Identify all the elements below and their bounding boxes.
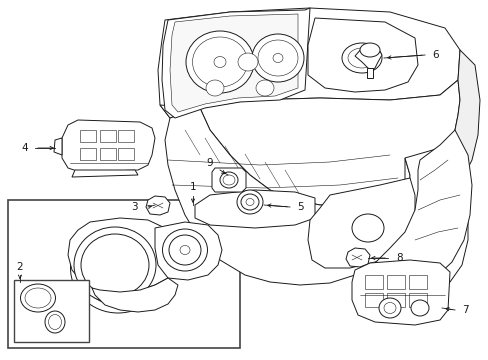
Ellipse shape [162,229,207,271]
Ellipse shape [81,234,149,296]
Ellipse shape [107,258,129,278]
Ellipse shape [74,227,156,303]
Polygon shape [72,170,138,177]
Polygon shape [449,50,479,180]
Ellipse shape [214,57,225,68]
Ellipse shape [192,37,247,87]
Text: 2: 2 [17,262,23,272]
Ellipse shape [205,80,224,96]
Text: 6: 6 [431,50,438,60]
Bar [80,130,96,142]
Bar [408,275,426,289]
Polygon shape [155,222,222,280]
Ellipse shape [223,175,235,185]
Ellipse shape [169,235,201,265]
Bar [364,275,382,289]
Bar [386,293,404,307]
Ellipse shape [185,31,253,93]
Polygon shape [158,8,459,118]
Text: 3: 3 [131,202,138,212]
Polygon shape [54,138,62,155]
Polygon shape [195,190,314,228]
Bar [100,148,116,160]
Bar [118,148,134,160]
Ellipse shape [238,53,258,71]
Bar [366,68,372,78]
Ellipse shape [70,223,165,313]
Ellipse shape [272,54,283,63]
Polygon shape [92,278,178,312]
Ellipse shape [25,288,51,308]
Polygon shape [307,178,414,268]
Ellipse shape [359,43,379,57]
Ellipse shape [180,246,190,255]
Text: 9: 9 [206,158,213,168]
Bar [408,293,426,307]
Polygon shape [68,218,178,292]
Text: 1: 1 [189,182,196,192]
Ellipse shape [45,311,65,333]
Ellipse shape [258,40,297,76]
Bar [386,275,404,289]
Ellipse shape [48,315,61,329]
Polygon shape [164,108,411,285]
Polygon shape [170,14,297,112]
Bar [14,280,89,342]
Polygon shape [374,130,471,292]
Ellipse shape [351,214,383,242]
Ellipse shape [383,302,395,314]
Ellipse shape [347,48,375,68]
Polygon shape [160,80,459,205]
Polygon shape [307,18,417,92]
Ellipse shape [20,284,55,312]
Ellipse shape [245,198,253,206]
Bar [8,200,240,348]
Polygon shape [162,8,309,118]
Polygon shape [146,196,170,215]
Polygon shape [346,248,369,267]
Polygon shape [212,168,245,192]
Bar [100,130,116,142]
Text: 4: 4 [21,143,28,153]
Polygon shape [351,260,449,325]
Ellipse shape [251,34,304,82]
Polygon shape [374,145,467,295]
Polygon shape [62,120,155,172]
Ellipse shape [220,172,238,188]
Text: 8: 8 [395,253,402,263]
Ellipse shape [241,194,259,210]
Bar [80,148,96,160]
Text: 7: 7 [461,305,468,315]
Ellipse shape [256,80,273,96]
Ellipse shape [410,300,428,316]
Ellipse shape [79,231,157,305]
Ellipse shape [237,190,263,214]
Ellipse shape [378,298,400,318]
Ellipse shape [341,43,381,73]
Text: 5: 5 [296,202,303,212]
Bar [118,130,134,142]
Bar [364,293,382,307]
Polygon shape [354,46,381,70]
